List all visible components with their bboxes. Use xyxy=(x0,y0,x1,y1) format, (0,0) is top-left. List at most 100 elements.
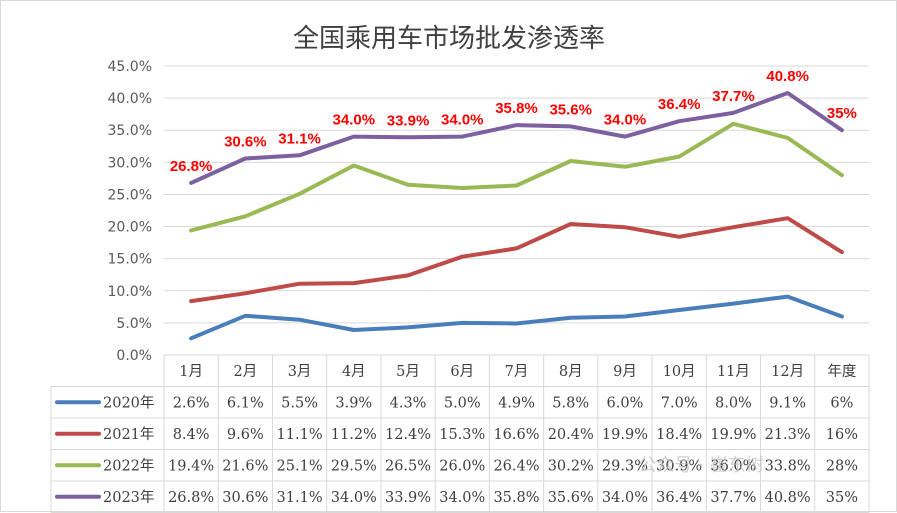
series-line xyxy=(189,121,844,233)
y-tick-label: 25.0% xyxy=(108,187,152,203)
table-cell: 34.0% xyxy=(439,490,485,506)
data-label: 36.4% xyxy=(658,96,701,113)
series-lines xyxy=(189,91,844,341)
table-cell: 8.4% xyxy=(173,427,210,443)
y-axis: 0.0% 5.0% 10.0% 15.0% 20.0% 25.0% 30.0% 35.0% 40… xyxy=(108,59,152,364)
table-cell: 34.0% xyxy=(602,490,648,506)
legend-label: 2023年 xyxy=(103,489,154,506)
series-line xyxy=(189,294,844,341)
table-cell: 4.3% xyxy=(390,395,427,411)
table-cell: 30.6% xyxy=(222,490,268,506)
x-category-label: 9月 xyxy=(613,364,637,380)
table-cell: 9.1% xyxy=(769,395,806,411)
series-line xyxy=(189,216,844,304)
data-table: 1月 2月 3月 4月 5月 6月 7月 8月 9月 10月 11月 12月 年度 2020年 2.6% 6.… xyxy=(50,354,870,513)
table-cell: 35.8% xyxy=(493,490,539,506)
data-label: 35.8% xyxy=(495,100,538,117)
x-category-label: 5月 xyxy=(396,364,420,380)
table-cell: 28% xyxy=(826,458,858,474)
table-cell: 33.9% xyxy=(385,490,431,506)
table-cell: 26.0% xyxy=(439,458,485,474)
watermark: 公众号 · 崔东树 xyxy=(638,455,763,476)
table-cell: 40.8% xyxy=(765,490,811,506)
y-tick-label: 30.0% xyxy=(108,155,152,171)
y-tick-label: 15.0% xyxy=(108,252,152,268)
y-tick-label: 45.0% xyxy=(108,59,152,75)
table-cell: 26.5% xyxy=(385,458,431,474)
data-label: 40.8% xyxy=(766,68,809,85)
y-tick-label: 10.0% xyxy=(108,284,152,300)
table-cell: 6.1% xyxy=(227,395,264,411)
table-cell: 31.1% xyxy=(277,490,323,506)
data-label: 35.6% xyxy=(549,101,592,118)
x-category-label: 1月 xyxy=(179,364,203,380)
table-cell: 19.4% xyxy=(168,458,214,474)
table-cell: 36.0% xyxy=(710,458,756,474)
x-category-label: 4月 xyxy=(342,364,366,380)
x-category-label: 3月 xyxy=(288,364,312,380)
table-cell: 9.6% xyxy=(227,427,264,443)
table-cell: 35% xyxy=(826,490,858,506)
data-label: 34.0% xyxy=(441,112,484,129)
data-label: 31.1% xyxy=(278,130,321,147)
x-category-label: 年度 xyxy=(827,363,856,380)
table-cell: 26.8% xyxy=(168,490,214,506)
table-cell: 21.6% xyxy=(222,458,268,474)
data-label: 30.6% xyxy=(224,133,267,150)
y-tick-label: 40.0% xyxy=(108,91,152,107)
table-cell: 35.6% xyxy=(548,490,594,506)
data-label: 34.0% xyxy=(604,112,647,129)
chart-title: 全国乘用车市场批发渗透率 xyxy=(293,24,605,54)
data-label: 26.8% xyxy=(170,158,213,175)
table-cell: 20.4% xyxy=(548,427,594,443)
table-cell: 2.6% xyxy=(173,395,210,411)
table-cell: 11.2% xyxy=(331,427,377,443)
table-cell: 30.2% xyxy=(548,458,594,474)
table-cell: 8.0% xyxy=(715,395,752,411)
data-label: 33.9% xyxy=(387,112,430,129)
table-cell: 29.5% xyxy=(331,458,377,474)
table-cell: 19.9% xyxy=(602,427,648,443)
table-cell: 11.1% xyxy=(277,427,323,443)
table-cell: 33.8% xyxy=(765,458,811,474)
data-labels: 26.8% 30.6% 31.1% 34.0% 33.9% 34.0% 35.8% 35.6%… xyxy=(170,68,857,175)
x-category-label: 8月 xyxy=(559,364,583,380)
table-cell: 15.3% xyxy=(439,427,485,443)
table-cell: 3.9% xyxy=(335,395,372,411)
data-label: 37.7% xyxy=(712,88,755,105)
table-cell: 37.7% xyxy=(710,490,756,506)
legend-label: 2021年 xyxy=(103,426,154,443)
x-category-label: 11月 xyxy=(717,364,750,380)
table-cell: 18.4% xyxy=(656,427,702,443)
table-cell: 16% xyxy=(826,427,858,443)
y-tick-label: 5.0% xyxy=(116,316,152,332)
y-tick-label: 0.0% xyxy=(116,348,152,364)
x-category-label: 7月 xyxy=(505,364,529,380)
series-line xyxy=(189,91,844,185)
table-cell: 29.3% xyxy=(602,458,648,474)
table-cell: 30.9% xyxy=(656,458,702,474)
table-cell: 16.6% xyxy=(493,427,539,443)
table-cell: 36.4% xyxy=(656,490,702,506)
table-cell: 5.8% xyxy=(552,395,589,411)
y-tick-label: 35.0% xyxy=(108,123,152,139)
table-cell: 7.0% xyxy=(661,395,698,411)
table-cell: 5.5% xyxy=(281,395,318,411)
table-cell: 34.0% xyxy=(331,490,377,506)
table-cell: 5.0% xyxy=(444,395,481,411)
grid-lines xyxy=(164,65,869,356)
data-label: 34.0% xyxy=(333,112,376,129)
y-tick-label: 20.0% xyxy=(108,220,152,236)
table-cell: 12.4% xyxy=(385,427,431,443)
table-cell: 6.0% xyxy=(607,395,644,411)
table-cell: 19.9% xyxy=(710,427,756,443)
legend-label: 2020年 xyxy=(103,394,154,411)
x-category-label: 2月 xyxy=(233,364,257,380)
table-cell: 26.4% xyxy=(493,458,539,474)
table-cell: 4.9% xyxy=(498,395,535,411)
data-label: 35% xyxy=(827,105,857,122)
table-cell: 21.3% xyxy=(765,427,811,443)
x-category-label: 10月 xyxy=(663,364,696,380)
